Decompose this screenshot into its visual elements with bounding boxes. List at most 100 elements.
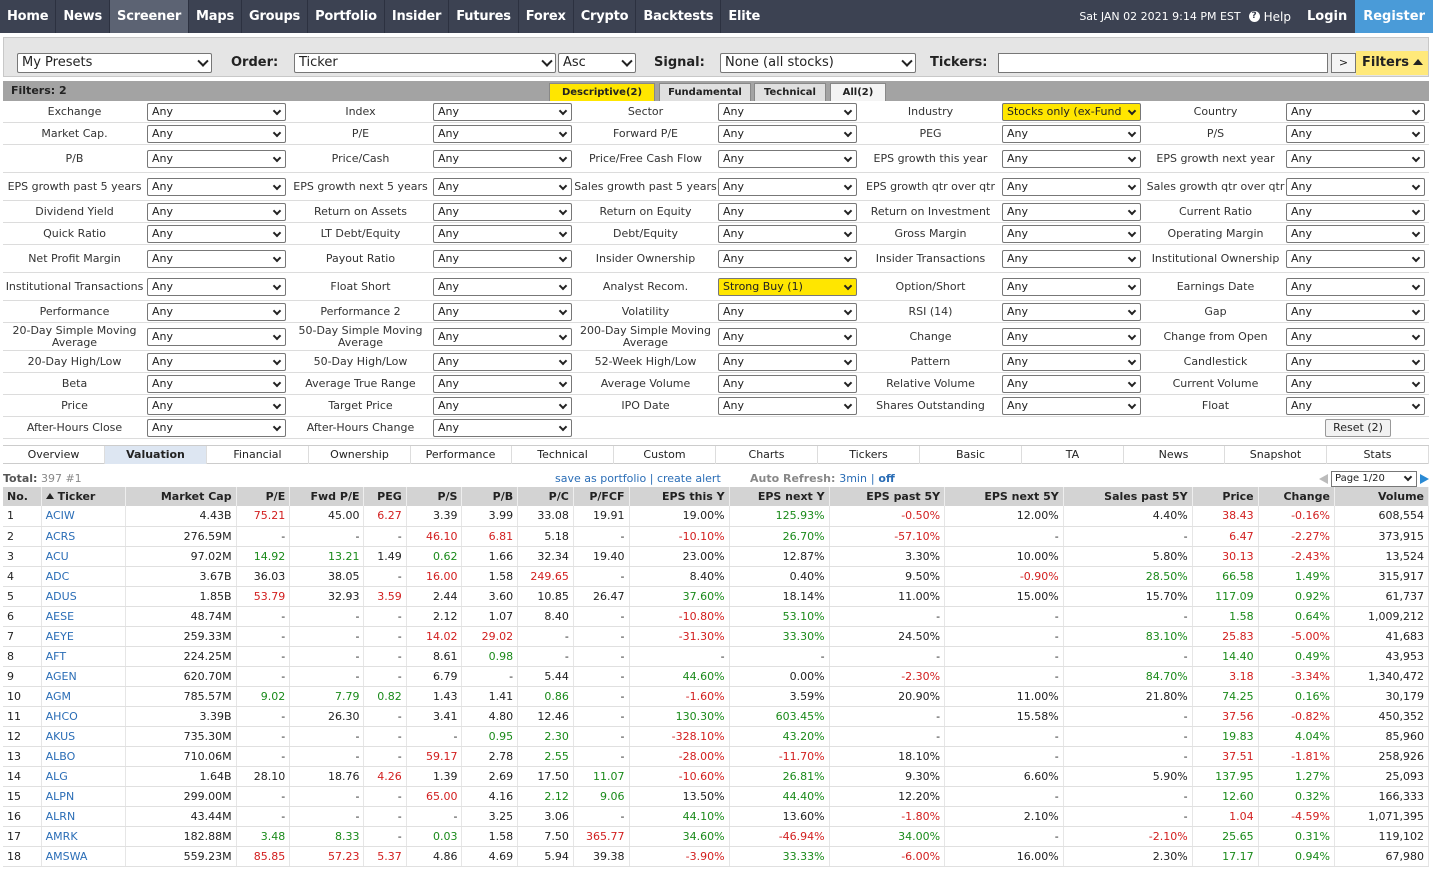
nav-item-maps[interactable]: Maps	[196, 9, 234, 24]
view-tab-snapshot[interactable]: Snapshot	[1225, 446, 1327, 464]
column-header-market-cap[interactable]: Market Cap	[125, 487, 237, 506]
table-row[interactable]: 9 AGEN 620.70M - - -6.79-5.44-44.60% 0.00% -2.3…	[3, 666, 1430, 687]
filter-select-float-short[interactable]: Any	[433, 278, 572, 296]
filter-select-50-day-high-low[interactable]: Any	[433, 353, 572, 371]
order-select[interactable]: Ticker	[294, 53, 556, 73]
ticker-link[interactable]: AGM	[41, 686, 127, 707]
filter-select-debt-equity[interactable]: Any	[718, 225, 857, 243]
filter-select-eps-growth-past-5-years[interactable]: Any	[147, 178, 286, 196]
table-row[interactable]: 8 AFT 224.25M - - -8.61 0.98- - - - - - -14.40 0.49% 4…	[3, 646, 1430, 667]
ticker-link[interactable]: ACIW	[41, 506, 127, 527]
help-link[interactable]: ? Help	[1248, 10, 1291, 24]
filter-select-target-price[interactable]: Any	[433, 397, 572, 415]
column-header-p-s[interactable]: P/S	[406, 487, 463, 506]
column-header-no[interactable]: No.	[3, 487, 42, 506]
column-header-volume[interactable]: Volume	[1334, 487, 1430, 506]
filter-select-price-cash[interactable]: Any	[433, 150, 572, 168]
nav-item-elite[interactable]: Elite	[728, 9, 761, 24]
filter-select-ipo-date[interactable]: Any	[718, 397, 857, 415]
filter-select-eps-growth-next-year[interactable]: Any	[1286, 150, 1425, 168]
filter-select-return-on-assets[interactable]: Any	[433, 203, 572, 221]
filter-select-p-e[interactable]: Any	[433, 125, 572, 143]
filter-select-change[interactable]: Any	[1002, 328, 1141, 346]
filter-select-market-cap[interactable]: Any	[147, 125, 286, 143]
nav-item-home[interactable]: Home	[7, 9, 49, 24]
nav-item-portfolio[interactable]: Portfolio	[315, 9, 377, 24]
filter-select-pattern[interactable]: Any	[1002, 353, 1141, 371]
view-tab-news[interactable]: News	[1123, 446, 1225, 464]
filter-select-return-on-investment[interactable]: Any	[1002, 203, 1141, 221]
filter-select-insider-ownership[interactable]: Any	[718, 250, 857, 268]
nav-item-crypto[interactable]: Crypto	[580, 9, 629, 24]
presets-select[interactable]: My Presets	[17, 53, 212, 73]
filter-select-20-day-high-low[interactable]: Any	[147, 353, 286, 371]
page-select[interactable]: Page 1/20	[1331, 471, 1417, 487]
filter-select-sales-growth-qtr-over-qtr[interactable]: Any	[1286, 178, 1425, 196]
nav-item-insider[interactable]: Insider	[391, 9, 442, 24]
auto-refresh-value-link[interactable]: 3min	[839, 472, 867, 485]
filter-select-50-day-simple-moving-average[interactable]: Any	[433, 328, 572, 346]
view-tab-technical[interactable]: Technical	[512, 446, 614, 464]
filter-select-gross-margin[interactable]: Any	[1002, 225, 1141, 243]
filter-select-after-hours-close[interactable]: Any	[147, 419, 286, 437]
login-link[interactable]: Login	[1306, 9, 1348, 24]
filter-select-52-week-high-low[interactable]: Any	[718, 353, 857, 371]
prev-page-icon[interactable]	[1319, 474, 1328, 484]
view-tab-performance[interactable]: Performance	[410, 446, 512, 464]
table-row[interactable]: 11 AHCO 3.39B -26.30-3.41 4.80 12.46-130.30% 6…	[3, 706, 1430, 727]
filter-select-rsi-14[interactable]: Any	[1002, 303, 1141, 321]
column-header-change[interactable]: Change	[1258, 487, 1335, 506]
filter-select-forward-p-e[interactable]: Any	[718, 125, 857, 143]
ticker-link[interactable]: ACU	[41, 546, 127, 567]
filter-select-float[interactable]: Any	[1286, 397, 1425, 415]
nav-item-forex[interactable]: Forex	[525, 9, 566, 24]
filter-select-current-volume[interactable]: Any	[1286, 375, 1425, 393]
ticker-link[interactable]: AESE	[41, 606, 127, 627]
view-tab-valuation[interactable]: Valuation	[105, 446, 207, 464]
next-page-icon[interactable]	[1420, 474, 1429, 484]
filter-select-earnings-date[interactable]: Any	[1286, 278, 1425, 296]
filter-select-shares-outstanding[interactable]: Any	[1002, 397, 1141, 415]
column-header-p-c[interactable]: P/C	[517, 487, 574, 506]
ticker-link[interactable]: ADUS	[41, 586, 127, 607]
ticker-link[interactable]: ACRS	[41, 526, 127, 547]
view-tab-financial[interactable]: Financial	[207, 446, 309, 464]
auto-refresh-off-link[interactable]: off	[878, 472, 895, 485]
table-row[interactable]: 14 ALG 1.64B 28.10 18.76 4.26 1.39 2.69 17.50 11.…	[3, 766, 1430, 787]
column-header-ticker[interactable]: Ticker	[41, 487, 127, 506]
nav-item-backtests[interactable]: Backtests	[643, 9, 714, 24]
filter-select-price-free-cash-flow[interactable]: Any	[718, 150, 857, 168]
column-header-p-b[interactable]: P/B	[461, 487, 519, 506]
table-row[interactable]: 1 ACIW 4.43B 75.21 45.00 6.27 3.39 3.99 33.08 19.…	[3, 506, 1430, 527]
filter-select-p-s[interactable]: Any	[1286, 125, 1425, 143]
view-tab-stats[interactable]: Stats	[1327, 446, 1429, 464]
table-row[interactable]: 2 ACRS 276.59M - - -46.10 6.81 5.18- -10.10% 26.7…	[3, 526, 1430, 547]
save-as-portfolio-link[interactable]: save as portfolio	[555, 472, 647, 485]
filter-select-operating-margin[interactable]: Any	[1286, 225, 1425, 243]
tab-all[interactable]: All(2)	[830, 83, 886, 101]
reset-filters-button[interactable]: Reset (2)	[1325, 419, 1391, 437]
nav-item-futures[interactable]: Futures	[456, 9, 511, 24]
ticker-link[interactable]: ALBO	[41, 746, 127, 767]
filter-select-net-profit-margin[interactable]: Any	[147, 250, 286, 268]
filter-select-average-true-range[interactable]: Any	[433, 375, 572, 393]
ticker-link[interactable]: AGEN	[41, 666, 127, 687]
ticker-link[interactable]: AEYE	[41, 626, 127, 647]
filter-select-sales-growth-past-5-years[interactable]: Any	[718, 178, 857, 196]
filter-select-eps-growth-this-year[interactable]: Any	[1002, 150, 1141, 168]
column-header-eps-next-y[interactable]: EPS next Y	[729, 487, 830, 506]
tickers-go-button[interactable]: >	[1331, 53, 1356, 73]
table-row[interactable]: 4 ADC 3.67B 36.03 38.05-16.00 1.58 249.65-8.40…	[3, 566, 1430, 587]
view-tab-basic[interactable]: Basic	[920, 446, 1022, 464]
view-tab-custom[interactable]: Custom	[614, 446, 716, 464]
filter-select-relative-volume[interactable]: Any	[1002, 375, 1141, 393]
column-header-sales-past-5y[interactable]: Sales past 5Y	[1063, 487, 1193, 506]
ticker-link[interactable]: AFT	[41, 646, 127, 667]
ticker-link[interactable]: AMRK	[41, 826, 127, 847]
ticker-link[interactable]: ALPN	[41, 786, 127, 807]
table-row[interactable]: 6 AESE 48.74M - - -2.12 1.07 8.40- -10.80% 53.10%…	[3, 606, 1430, 627]
filter-select-price[interactable]: Any	[147, 397, 286, 415]
filter-select-average-volume[interactable]: Any	[718, 375, 857, 393]
table-row[interactable]: 16 ALRN 43.44M - - - -3.25 3.06-44.10% 13.60% -1.…	[3, 806, 1430, 827]
ticker-link[interactable]: AMSWA	[41, 846, 127, 867]
